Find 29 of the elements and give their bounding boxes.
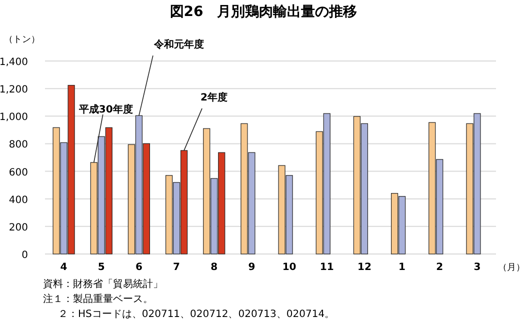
text: 2年度: [200, 91, 228, 104]
y-tick-label: 1,200: [0, 84, 28, 96]
text: 平成30年度: [78, 103, 133, 116]
chart-title: 図26 月別鶏肉輸出量の推移: [170, 4, 358, 20]
x-axis-title: （月）: [498, 263, 525, 273]
x-tick-label: 1: [398, 262, 406, 273]
x-tick-label: 4: [60, 262, 68, 273]
text: 資料：財務省「貿易統計」: [43, 278, 163, 290]
y-tick-label: 600: [8, 167, 28, 178]
x-tick-label: 10: [282, 262, 296, 273]
y-tick-label: 800: [8, 140, 28, 151]
y-tick-label: 1,400: [0, 57, 28, 68]
x-tick-label: 2: [436, 262, 444, 273]
y-tick-label: 400: [8, 194, 28, 206]
x-tick-label: 12: [357, 262, 372, 273]
y-tick-label: 200: [8, 222, 28, 234]
y-tick-label: 0: [22, 250, 28, 261]
x-tick-label: 8: [210, 262, 218, 273]
x-tick-label: 3: [474, 262, 481, 273]
x-tick-label: 5: [98, 262, 105, 273]
text: 注１：製品重量ベース。: [43, 293, 153, 305]
x-tick-label: 7: [173, 262, 180, 273]
y-axis-title: （トン）: [4, 35, 40, 45]
x-tick-label: 11: [320, 262, 334, 273]
text: ２：HSコードは、020711、020712、020713、020714。: [58, 309, 335, 320]
text: 令和元年度: [152, 38, 204, 51]
y-tick-label: 1,000: [0, 112, 28, 124]
x-tick-label: 9: [248, 262, 256, 273]
x-tick-label: 6: [135, 262, 142, 273]
